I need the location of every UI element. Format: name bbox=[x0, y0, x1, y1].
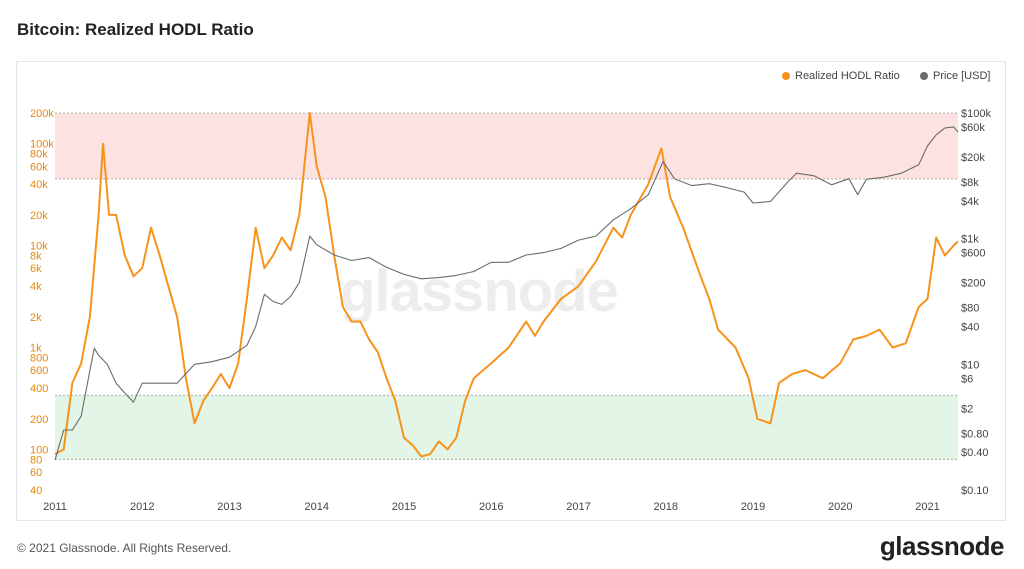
y-left-tick-label: 40 bbox=[30, 485, 42, 497]
y-left-tick-label: 2k bbox=[30, 312, 42, 324]
y-right-tick-label: $100k bbox=[961, 108, 991, 120]
chart-title: Bitcoin: Realized HODL Ratio bbox=[17, 20, 254, 39]
x-tick-label: 2013 bbox=[217, 501, 241, 513]
y-right-tick-label: $20k bbox=[961, 152, 985, 164]
y-right-tick-label: $6 bbox=[961, 373, 973, 385]
y-right-tick-label: $200 bbox=[961, 278, 985, 290]
glassnode-logo: glassnode bbox=[879, 531, 1005, 561]
legend-dot-icon bbox=[782, 72, 790, 80]
y-right-tick-label: $0.40 bbox=[961, 447, 989, 459]
y-left-tick-label: 100 bbox=[30, 444, 48, 456]
band-bottom bbox=[55, 395, 958, 460]
y-left-tick-label: 60 bbox=[30, 467, 42, 479]
legend-dot-icon bbox=[920, 72, 928, 80]
y-right-tick-label: $600 bbox=[961, 248, 985, 260]
x-tick-label: 2018 bbox=[653, 501, 677, 513]
y-left-tick-label: 200 bbox=[30, 414, 48, 426]
y-left-tick-label: 800 bbox=[30, 352, 48, 364]
y-left-tick-label: 80k bbox=[30, 149, 48, 161]
y-right-tick-label: $0.80 bbox=[961, 428, 989, 440]
y-right-tick-label: $1k bbox=[961, 234, 979, 246]
y-left-tick-label: 400 bbox=[30, 383, 48, 395]
y-right-tick-label: $10 bbox=[961, 359, 979, 371]
series-line-price bbox=[54, 126, 959, 461]
x-tick-label: 2011 bbox=[43, 501, 67, 513]
x-tick-label: 2017 bbox=[566, 501, 590, 513]
y-left-tick-label: 4k bbox=[30, 281, 42, 293]
band-top bbox=[55, 113, 958, 180]
y-left-tick-label: 600 bbox=[30, 365, 48, 377]
y-left-tick-label: 200k bbox=[30, 108, 54, 120]
y-left-tick-label: 40k bbox=[30, 179, 48, 191]
x-tick-label: 2014 bbox=[304, 501, 328, 513]
x-tick-label: 2020 bbox=[828, 501, 852, 513]
chart-frame bbox=[16, 61, 1006, 521]
y-left-tick-label: 100k bbox=[30, 139, 54, 151]
y-right-tick-label: $8k bbox=[961, 177, 979, 189]
y-left-tick-label: 60k bbox=[30, 161, 48, 173]
x-tick-label: 2015 bbox=[392, 501, 416, 513]
legend-hodl[interactable]: Realized HODL Ratio bbox=[782, 70, 900, 82]
y-left-tick-label: 6k bbox=[30, 263, 42, 275]
y-left-tick-label: 20k bbox=[30, 210, 48, 222]
y-right-tick-label: $0.10 bbox=[961, 485, 989, 497]
x-tick-label: 2021 bbox=[915, 501, 939, 513]
y-right-tick-label: $60k bbox=[961, 122, 985, 134]
y-left-tick-label: 1k bbox=[30, 343, 42, 355]
legend-price[interactable]: Price [USD] bbox=[920, 70, 990, 82]
y-right-tick-label: $4k bbox=[961, 196, 979, 208]
y-left-tick-label: 80 bbox=[30, 454, 42, 466]
x-tick-label: 2019 bbox=[741, 501, 765, 513]
y-left-tick-label: 10k bbox=[30, 241, 48, 253]
x-tick-label: 2016 bbox=[479, 501, 503, 513]
series-line-hodl-ratio bbox=[54, 112, 959, 458]
legend-label-hodl: Realized HODL Ratio bbox=[795, 70, 900, 82]
x-tick-label: 2012 bbox=[130, 501, 154, 513]
copyright: © 2021 Glassnode. All Rights Reserved. bbox=[17, 541, 232, 555]
y-right-tick-label: $80 bbox=[961, 303, 979, 315]
legend-label-price: Price [USD] bbox=[933, 70, 991, 82]
y-right-tick-label: $2 bbox=[961, 403, 973, 415]
y-left-tick-label: 8k bbox=[30, 250, 42, 262]
y-right-tick-label: $40 bbox=[961, 322, 979, 334]
